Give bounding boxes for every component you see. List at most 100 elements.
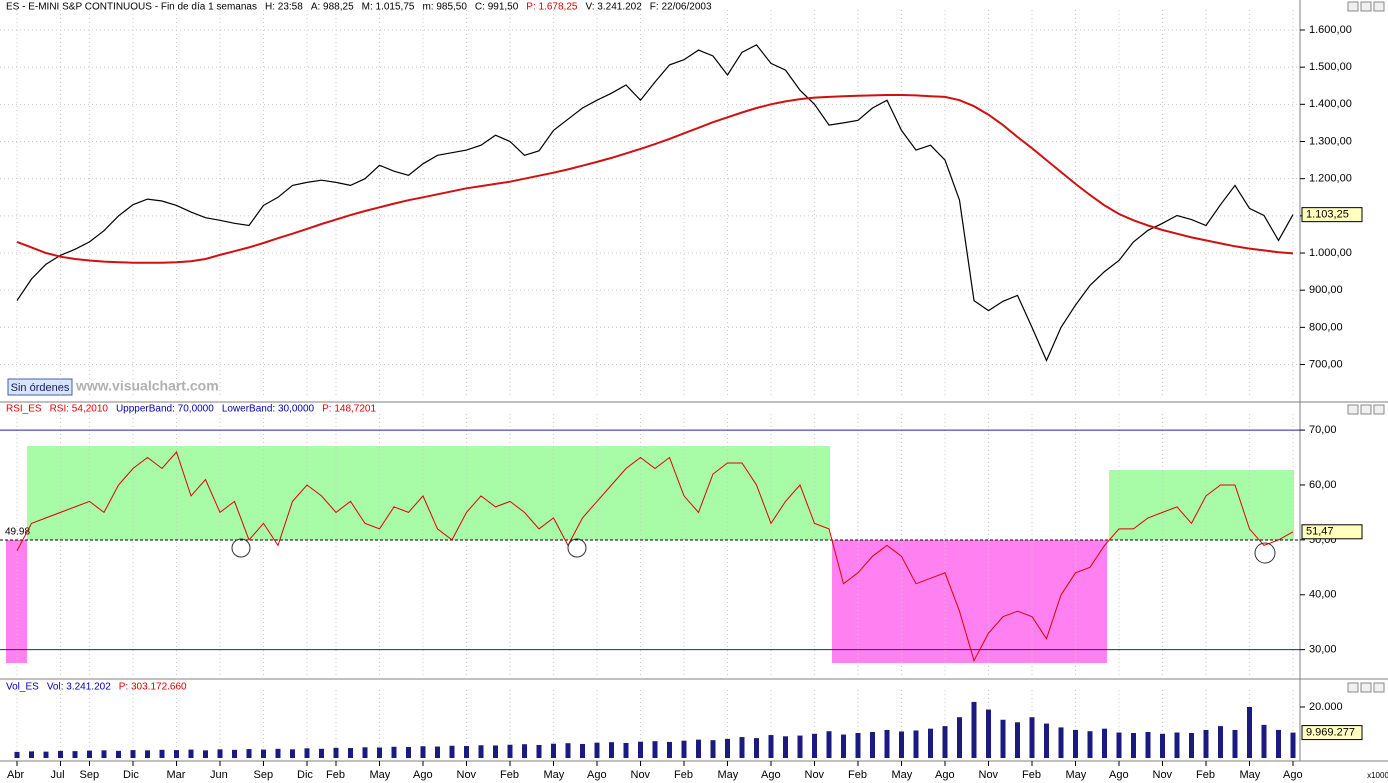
x-tick-label: May — [1240, 769, 1261, 781]
volume-bar — [594, 742, 600, 758]
volume-bar — [1087, 731, 1093, 758]
volume-bar — [377, 747, 382, 758]
y-tick-label: 30,00 — [1309, 644, 1337, 656]
panel-header: RSI: 54,2010 — [50, 404, 109, 415]
volume-bar — [406, 747, 411, 758]
volume-bar — [232, 749, 237, 758]
volume-bar — [797, 735, 803, 758]
y-tick-label: 70,00 — [1309, 424, 1337, 436]
volume-bar — [464, 746, 469, 758]
panel-header: P: 148,7201 — [322, 404, 376, 415]
volume-bar — [1232, 729, 1238, 758]
volume-bar — [870, 731, 875, 758]
volume-bar — [478, 745, 484, 758]
volume-window-buttons — [1347, 682, 1385, 693]
volume-bar — [1247, 707, 1252, 758]
annotation-circle — [567, 538, 587, 558]
volume-bar — [551, 743, 556, 758]
x-tick-label: Ago — [1283, 769, 1303, 781]
panel-header: P: 1.678,25 — [526, 2, 578, 13]
x-tick-label: Jul — [51, 769, 65, 781]
volume-bar — [710, 740, 716, 758]
volume-bar — [522, 744, 527, 758]
volume-bar — [609, 742, 614, 758]
volume-bar — [1290, 732, 1296, 758]
volume-bar — [957, 717, 962, 758]
volume-bar — [58, 750, 63, 758]
maximize-button[interactable] — [1360, 682, 1372, 693]
volume-bar — [391, 746, 397, 758]
volume-bar — [899, 731, 904, 758]
x-tick-label: May — [718, 769, 739, 781]
bear-zone — [832, 540, 1107, 663]
last-value-label: 1.103,25 — [1306, 209, 1349, 221]
volume-bar — [1015, 722, 1020, 758]
panel-header: Vol: 3.241.202 — [47, 682, 111, 693]
volume-bar — [72, 751, 78, 758]
y-tick-label: 1.500,00 — [1309, 61, 1352, 73]
y-tick-label: 1.400,00 — [1309, 98, 1352, 110]
volume-bar — [116, 750, 121, 758]
volume-bar — [1058, 727, 1064, 758]
x-tick-label: Ago — [761, 769, 781, 781]
volume-bar — [971, 701, 977, 758]
volume-bar — [203, 750, 208, 758]
volume-bar — [1261, 724, 1267, 758]
x-tick-label: Abr — [7, 769, 24, 781]
panel-header: RSI_ES — [6, 404, 42, 415]
x-tick-label: Mar — [167, 769, 186, 781]
x-tick-label: May — [892, 769, 913, 781]
last-value-box — [1301, 207, 1363, 223]
volume-bar — [754, 738, 759, 758]
maximize-button[interactable] — [1360, 404, 1372, 415]
annotation-circle — [1254, 542, 1276, 564]
data-line — [16, 94, 1294, 264]
y-tick-label: 60,00 — [1309, 479, 1337, 491]
volume-bar — [246, 749, 252, 758]
volume-bar — [565, 743, 571, 758]
volume-bar — [43, 751, 49, 758]
maximize-button[interactable] — [1360, 1, 1372, 12]
y-tick-label: 40,00 — [1309, 589, 1337, 601]
volume-bar — [739, 737, 745, 758]
panel-header: F: 22/06/2003 — [650, 2, 712, 13]
rsi-window-buttons — [1347, 404, 1385, 415]
x-tick-label: Ago — [935, 769, 955, 781]
y-tick-label: 1.200,00 — [1309, 173, 1352, 185]
minimize-button[interactable] — [1347, 682, 1359, 693]
volume-bar — [652, 741, 658, 758]
panel-header: C: 991,50 — [475, 2, 519, 13]
x-tick-label: Feb — [500, 769, 519, 781]
y-tick-label: 1.600,00 — [1309, 24, 1352, 36]
close-button[interactable] — [1373, 404, 1385, 415]
close-button[interactable] — [1373, 682, 1385, 693]
volume-bar — [101, 750, 107, 758]
x-tick-label: Jun — [210, 769, 228, 781]
volume-bar — [261, 749, 266, 758]
panel-header: LowerBand: 30,0000 — [222, 404, 315, 415]
x-tick-label: Feb — [326, 769, 345, 781]
volume-bar — [913, 730, 919, 758]
volume-bar — [928, 728, 933, 758]
close-button[interactable] — [1373, 1, 1385, 12]
volume-bar — [667, 741, 672, 758]
volume-bar — [986, 709, 991, 758]
volume-bar — [159, 749, 165, 758]
x-tick-label: Feb — [1196, 769, 1215, 781]
bull-zone — [27, 446, 830, 540]
y-tick-label: 900,00 — [1309, 284, 1343, 296]
unit-label: x1000 — [1367, 771, 1388, 780]
panel-header: A: 988,25 — [311, 2, 354, 13]
volume-bar — [580, 743, 585, 758]
minimize-button[interactable] — [1347, 1, 1359, 12]
volume-bar — [1029, 717, 1035, 758]
volume-bar — [304, 748, 310, 758]
volume-bar — [1073, 729, 1078, 758]
minimize-button[interactable] — [1347, 404, 1359, 415]
orders-button[interactable] — [7, 378, 73, 396]
panel-header: ES - E-MINI S&P CONTINUOUS - Fin de día … — [6, 2, 257, 13]
x-tick-label: Dic — [297, 769, 313, 781]
plot-layer: ES - E-MINI S&P CONTINUOUS - Fin de día … — [0, 2, 1363, 781]
volume-bar — [884, 729, 890, 758]
